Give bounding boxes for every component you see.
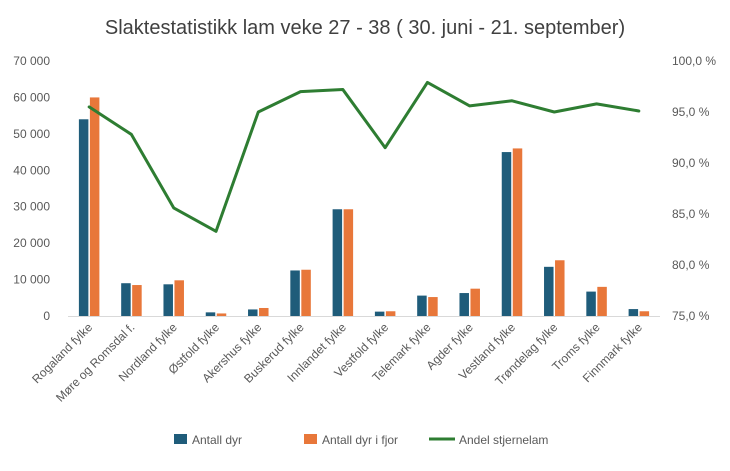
- y-right-tick-label: 90,0 %: [672, 156, 710, 170]
- x-category-label: Møre og Romsdal f.: [53, 320, 137, 404]
- y-left-tick-label: 0: [43, 309, 50, 323]
- line-andel-stjernelam: [89, 82, 639, 231]
- bar-antall-dyr: [248, 309, 257, 316]
- bar-antall-dyr: [121, 283, 131, 316]
- y-right-tick-label: 95,0 %: [672, 105, 710, 119]
- legend-label: Andel stjernelam: [459, 433, 548, 447]
- y-left-tick-label: 20 000: [13, 236, 50, 250]
- bar-antall-dyr-i-fjor: [597, 287, 607, 316]
- y-right-tick-label: 85,0 %: [672, 207, 710, 221]
- bar-antall-dyr: [502, 152, 512, 316]
- y-right-tick-label: 100,0 %: [672, 54, 716, 68]
- bar-antall-dyr-i-fjor: [555, 260, 565, 316]
- bar-antall-dyr: [163, 284, 173, 316]
- legend-swatch: [304, 434, 317, 444]
- bar-antall-dyr: [586, 292, 596, 316]
- bar-antall-dyr: [459, 293, 469, 316]
- y-left-tick-label: 10 000: [13, 273, 50, 287]
- bar-antall-dyr-i-fjor: [217, 313, 227, 316]
- legend-swatch: [174, 434, 187, 444]
- legend-label: Antall dyr: [192, 433, 242, 447]
- bar-antall-dyr: [290, 270, 300, 316]
- bar-antall-dyr-i-fjor: [640, 311, 650, 316]
- bar-antall-dyr: [375, 312, 385, 316]
- bar-antall-dyr-i-fjor: [90, 97, 100, 316]
- y-right-tick-label: 80,0 %: [672, 258, 710, 272]
- y-left-tick-label: 50 000: [13, 127, 50, 141]
- legend-label: Antall dyr i fjor: [322, 433, 398, 447]
- bar-antall-dyr: [544, 267, 554, 316]
- y-right-tick-label: 75,0 %: [672, 309, 710, 323]
- y-left-tick-label: 30 000: [13, 200, 50, 214]
- bar-antall-dyr-i-fjor: [344, 209, 354, 316]
- bar-antall-dyr-i-fjor: [259, 308, 269, 316]
- y-left-tick-label: 70 000: [13, 54, 50, 68]
- bar-antall-dyr: [417, 296, 427, 316]
- bar-antall-dyr: [206, 312, 216, 316]
- bar-antall-dyr: [629, 309, 639, 316]
- bar-antall-dyr-i-fjor: [428, 297, 438, 316]
- bar-antall-dyr-i-fjor: [470, 289, 480, 316]
- bar-antall-dyr-i-fjor: [301, 270, 311, 316]
- bar-antall-dyr-i-fjor: [174, 280, 184, 316]
- y-left-tick-label: 60 000: [13, 90, 50, 104]
- chart-title: Slaktestatistikk lam veke 27 - 38 ( 30. …: [105, 17, 625, 39]
- bar-antall-dyr: [333, 209, 343, 316]
- bar-antall-dyr-i-fjor: [132, 285, 142, 316]
- bar-antall-dyr-i-fjor: [513, 148, 523, 316]
- y-left-tick-label: 40 000: [13, 163, 50, 177]
- bar-antall-dyr-i-fjor: [386, 311, 396, 316]
- chart-legend: Antall dyr Antall dyr i fjor Andel stjerne…: [174, 433, 548, 447]
- bar-antall-dyr: [79, 119, 89, 316]
